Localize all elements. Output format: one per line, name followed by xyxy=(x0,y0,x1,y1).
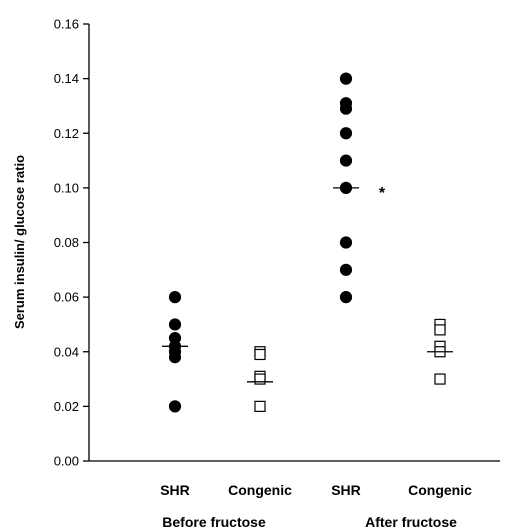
category-label: SHR xyxy=(160,482,190,498)
data-point xyxy=(339,236,353,249)
y-ticks: 0.00 0.02 0.04 0.06 0.08 0.10 0.12 0.14 0.16 xyxy=(54,17,89,469)
group-labels: Before fructose After fructose xyxy=(162,514,457,530)
group-label: Before fructose xyxy=(162,514,266,530)
data-point xyxy=(339,127,353,140)
category-label: SHR xyxy=(331,482,361,498)
y-tick-label: 0.10 xyxy=(54,180,79,195)
y-tick-label: 0.00 xyxy=(54,454,79,469)
axes xyxy=(88,24,500,462)
data-point xyxy=(339,102,353,115)
y-tick-label: 0.16 xyxy=(54,17,79,32)
y-tick-label: 0.02 xyxy=(54,399,79,414)
data-point xyxy=(254,348,266,361)
data-point xyxy=(168,318,182,331)
data-point xyxy=(339,72,353,85)
series-1 xyxy=(168,291,182,413)
data-point xyxy=(254,373,266,385)
data-point xyxy=(339,154,353,167)
group-label: After fructose xyxy=(365,514,457,530)
data-point xyxy=(434,373,446,385)
category-label: Congenic xyxy=(408,482,472,498)
y-tick-label: 0.06 xyxy=(54,290,79,305)
y-tick-label: 0.14 xyxy=(54,71,79,86)
data-point xyxy=(339,263,353,276)
y-tick-label: 0.12 xyxy=(54,126,79,141)
data-point xyxy=(168,351,182,364)
category-label: Congenic xyxy=(228,482,292,498)
y-tick-label: 0.04 xyxy=(54,344,79,359)
y-tick-label: 0.08 xyxy=(54,235,79,250)
data-point xyxy=(168,400,182,413)
series-3 xyxy=(339,72,353,304)
category-labels: SHR Congenic SHR Congenic xyxy=(160,482,472,498)
series-2 xyxy=(254,346,266,412)
data-points xyxy=(168,72,446,413)
data-point xyxy=(434,324,446,336)
y-axis-label: Serum insulin/ glucose ratio xyxy=(12,155,27,329)
data-point xyxy=(254,400,266,412)
data-point xyxy=(339,291,353,304)
mean-bars xyxy=(162,187,453,383)
data-point xyxy=(168,291,182,304)
significance-asterisk: * xyxy=(379,185,386,202)
